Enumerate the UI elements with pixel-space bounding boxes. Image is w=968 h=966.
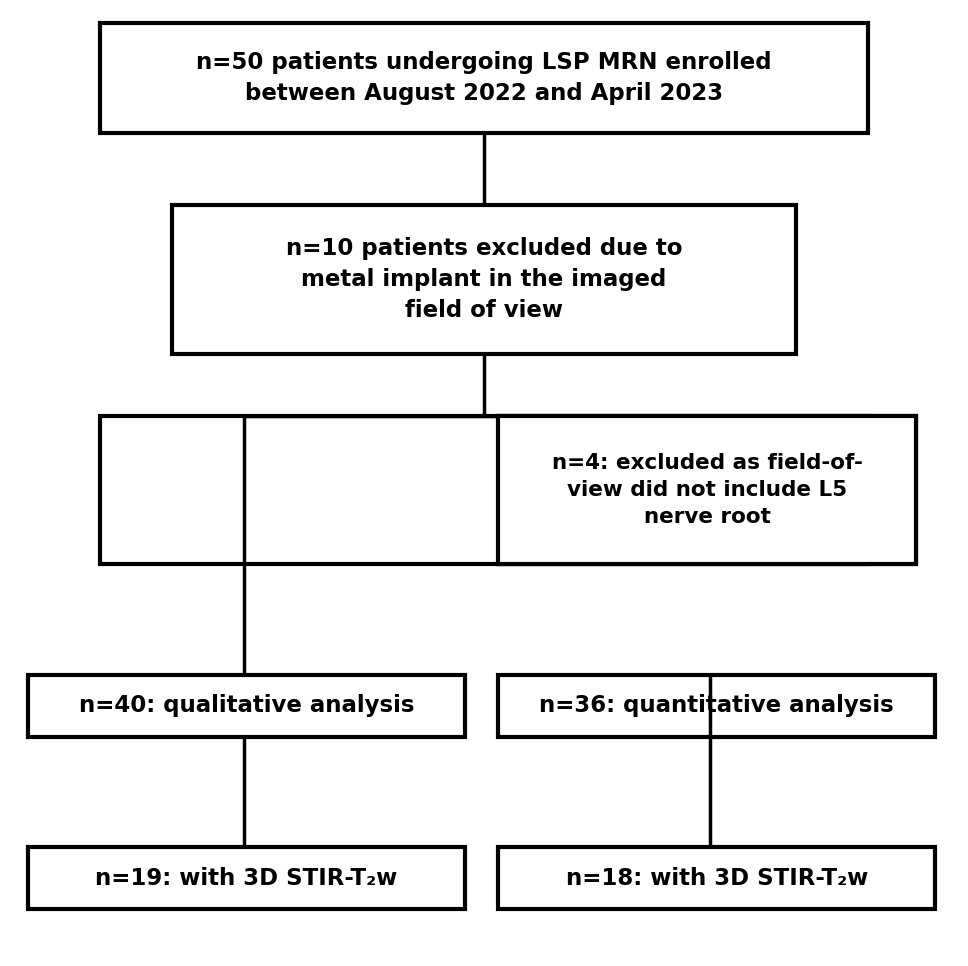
FancyBboxPatch shape (172, 206, 796, 354)
FancyBboxPatch shape (499, 847, 935, 909)
Text: n=4: excluded as field-of-
view did not include L5
nerve root: n=4: excluded as field-of- view did not … (552, 453, 862, 527)
Text: n=36: quantitative analysis: n=36: quantitative analysis (539, 695, 894, 717)
FancyBboxPatch shape (499, 416, 916, 564)
FancyBboxPatch shape (100, 23, 868, 133)
Text: n=10 patients excluded due to
metal implant in the imaged
field of view: n=10 patients excluded due to metal impl… (286, 237, 682, 322)
FancyBboxPatch shape (28, 847, 465, 909)
FancyBboxPatch shape (100, 416, 868, 564)
FancyBboxPatch shape (499, 416, 916, 564)
FancyBboxPatch shape (28, 674, 465, 737)
Text: n=18: with 3D STIR-T₂w: n=18: with 3D STIR-T₂w (565, 867, 868, 890)
Text: n=19: with 3D STIR-T₂w: n=19: with 3D STIR-T₂w (96, 867, 398, 890)
Text: n=50 patients undergoing LSP MRN enrolled
between August 2022 and April 2023: n=50 patients undergoing LSP MRN enrolle… (197, 51, 771, 105)
Text: n=40: qualitative analysis: n=40: qualitative analysis (78, 695, 414, 717)
FancyBboxPatch shape (499, 674, 935, 737)
Text: n=4: excluded as field-of-
view did not include L5
nerve root: n=4: excluded as field-of- view did not … (552, 453, 862, 527)
